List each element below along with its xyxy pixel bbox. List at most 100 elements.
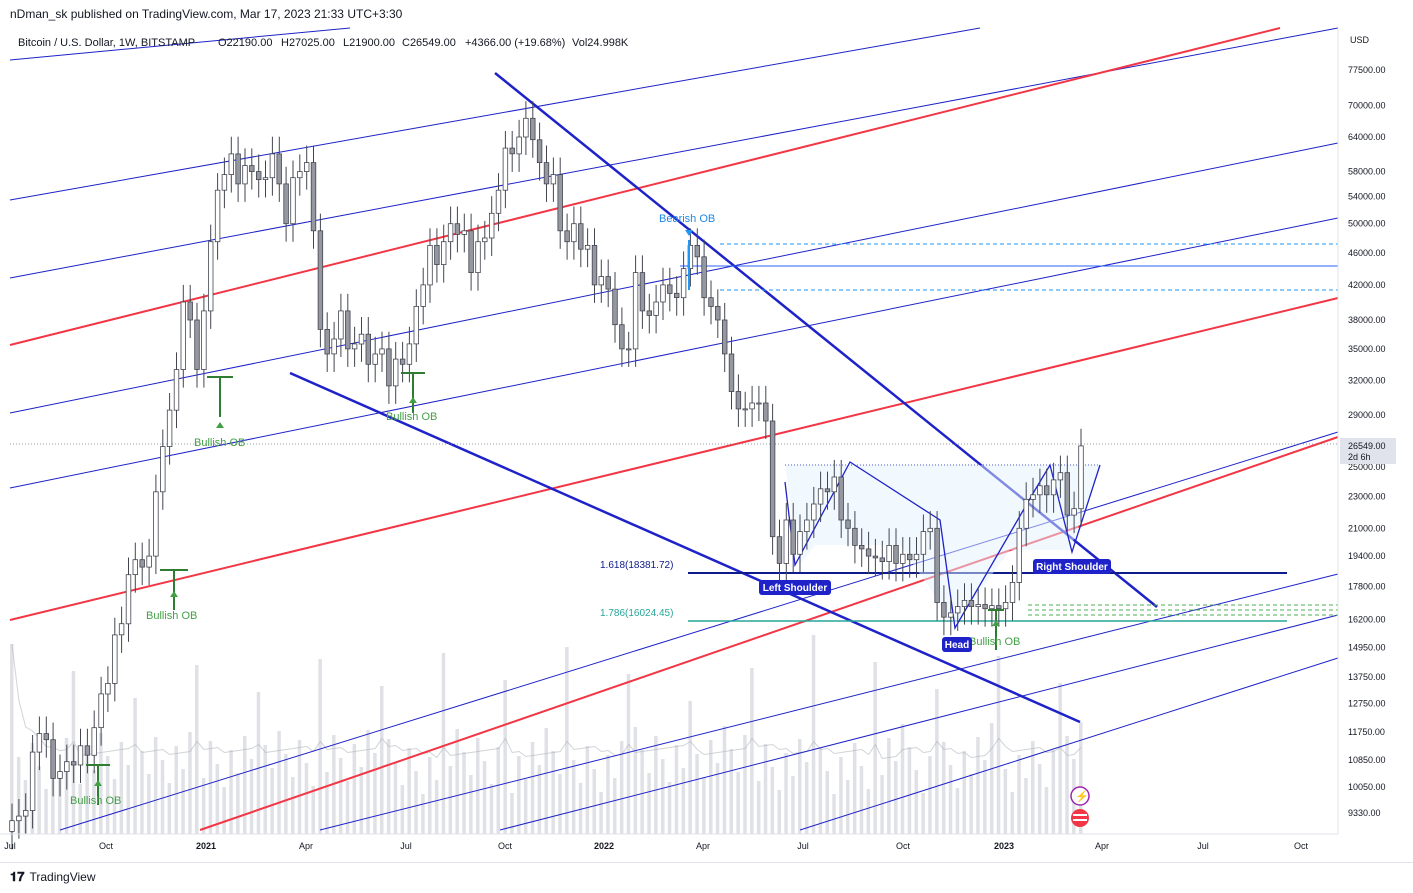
- candle-body: [790, 519, 796, 555]
- volume-bar: [565, 647, 569, 834]
- candle-body: [386, 348, 392, 387]
- price-tick: 25000.00: [1348, 462, 1386, 472]
- legend-low: L21900.00: [343, 37, 395, 49]
- midline-red: [9, 27, 1281, 346]
- candle-body: [269, 153, 276, 179]
- candle-body: [358, 333, 365, 345]
- lightning-glyph: ⚡: [1075, 790, 1089, 803]
- candle-body: [105, 683, 111, 695]
- price-axis[interactable]: USD 77500.00 70000.00 64000.00 58000.00 5400…: [1337, 28, 1413, 834]
- candle-body: [1037, 485, 1043, 496]
- candle-body: [139, 559, 145, 568]
- volume-bar: [825, 771, 829, 834]
- volume-bar: [380, 686, 384, 834]
- annotation-label: Bullish OB: [146, 610, 197, 622]
- price-tick: 11750.00: [1348, 727, 1385, 737]
- volume-bar: [558, 774, 562, 834]
- annotation-label: Bullish OB: [969, 636, 1020, 648]
- flag-icon[interactable]: [1071, 809, 1089, 827]
- annotation-label: Bullish OB: [70, 795, 121, 807]
- volume-bar: [160, 760, 165, 834]
- volume-bar: [1037, 764, 1042, 834]
- candle-body: [118, 623, 125, 636]
- volume-bar: [469, 775, 473, 834]
- candle-body: [893, 545, 899, 564]
- volume-bar: [811, 635, 816, 834]
- volume-bar: [256, 692, 261, 834]
- time-tick: Jul: [1197, 841, 1209, 851]
- candle-body: [578, 223, 584, 250]
- volume-bar: [476, 738, 480, 834]
- price-tick: 23000.00: [1348, 491, 1386, 501]
- price-tick: 42000.00: [1348, 280, 1386, 290]
- volume-bar: [338, 758, 343, 834]
- channel-line: [9, 27, 1339, 279]
- volume-bar: [455, 729, 459, 834]
- price-chart[interactable]: Bullish OB Bullish OB Bullish OB Bullish OB…: [0, 0, 1413, 862]
- candle-body: [255, 171, 262, 181]
- last-price-value: 26549.00: [1348, 441, 1386, 451]
- volume-bar: [763, 744, 768, 834]
- volume-bar: [996, 656, 1001, 834]
- price-tick: 58000.00: [1348, 167, 1386, 177]
- time-tick: 2023: [994, 841, 1014, 851]
- volume-bar: [681, 768, 686, 834]
- channel-line: [799, 657, 1339, 831]
- volume-bar: [661, 759, 665, 834]
- candle-body: [749, 402, 755, 410]
- time-tick: Oct: [498, 841, 513, 851]
- candle-body: [1071, 508, 1077, 516]
- indicator-icons[interactable]: ⚡: [1070, 786, 1090, 827]
- lightning-icon[interactable]: [1070, 786, 1090, 806]
- candle-body: [927, 527, 933, 533]
- candle-body: [488, 212, 495, 239]
- candle-body: [283, 183, 289, 225]
- candle-body: [543, 162, 550, 185]
- volume-bar: [441, 653, 446, 834]
- volume-bar: [592, 769, 596, 834]
- legend-open: O22190.00: [218, 37, 272, 49]
- volume-bar: [551, 751, 555, 834]
- volume-bar: [935, 689, 939, 834]
- volume-bar: [44, 789, 48, 834]
- volume-bar: [304, 763, 309, 834]
- candle-body: [461, 230, 467, 235]
- volume-bar: [804, 762, 809, 834]
- time-tick: Apr: [299, 841, 313, 851]
- volume-bar: [647, 773, 651, 834]
- candle-body: [434, 244, 440, 265]
- volume-bar: [880, 775, 884, 834]
- volume-bar: [640, 750, 644, 834]
- volume-bar: [277, 731, 281, 834]
- candle-body: [242, 165, 248, 185]
- candle-body: [530, 117, 536, 141]
- candle-body: [468, 230, 474, 274]
- volume-bar: [1044, 787, 1049, 834]
- candle-body: [900, 553, 906, 564]
- candle-body: [968, 600, 975, 608]
- volume-bar: [119, 742, 124, 834]
- candle-body: [331, 338, 337, 355]
- candle-body: [180, 301, 186, 370]
- brand-text: TradingView: [29, 870, 96, 884]
- price-tick: 46000.00: [1348, 248, 1386, 258]
- tradingview-logo[interactable]: 𝟏𝟕 TradingView: [10, 869, 96, 885]
- candle-body: [824, 488, 831, 493]
- volume-bar: [921, 793, 925, 834]
- volume-bar: [352, 744, 357, 834]
- channel-line: [9, 27, 981, 201]
- candle-body: [440, 241, 447, 265]
- candle-body: [989, 605, 995, 610]
- candle-body: [207, 241, 214, 312]
- candle-body: [797, 531, 803, 555]
- candle-body: [722, 319, 728, 355]
- volume-bar: [92, 770, 96, 834]
- volume-bar: [962, 751, 966, 834]
- currency-label: USD: [1350, 35, 1370, 45]
- volume-bar: [859, 766, 864, 834]
- publisher-text: nDman_sk published on TradingView.com, M…: [10, 7, 403, 21]
- channel-line: [9, 27, 351, 61]
- time-axis[interactable]: Jul Oct 2021 Apr Jul Oct 2022 Apr Jul Oct 2023 Apr J…: [0, 833, 1338, 851]
- candle-body: [187, 301, 193, 321]
- volume-bar: [544, 728, 548, 834]
